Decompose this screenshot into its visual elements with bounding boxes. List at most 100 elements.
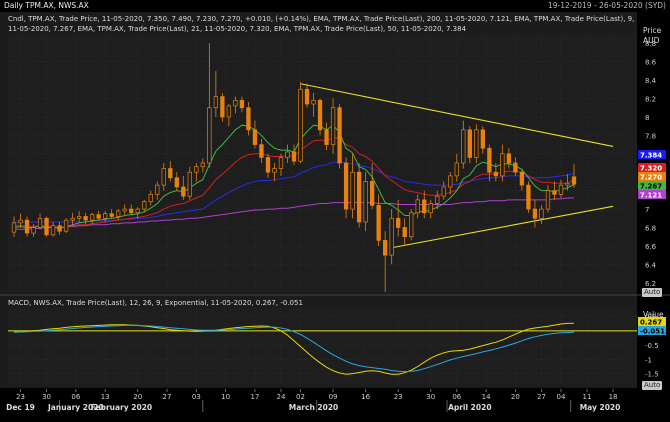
candle-body bbox=[168, 168, 173, 179]
x-tick-label: 18 bbox=[609, 393, 618, 401]
candle-body bbox=[337, 107, 342, 164]
macd-axis-title: Value bbox=[643, 310, 664, 319]
price-value-tag-text: 7.320 bbox=[640, 165, 662, 173]
candle-body bbox=[103, 213, 108, 219]
candle-body bbox=[181, 186, 186, 197]
price-value-tag-text: 7.384 bbox=[640, 152, 662, 160]
candle-body bbox=[44, 217, 49, 236]
candle-body bbox=[213, 96, 219, 109]
candle-body bbox=[428, 203, 433, 214]
candle-body bbox=[142, 201, 147, 210]
candle-body bbox=[76, 216, 82, 219]
candle-body bbox=[272, 168, 277, 173]
candle-body bbox=[552, 190, 557, 195]
candle-body bbox=[116, 210, 121, 217]
x-tick-label: 09 bbox=[329, 393, 338, 401]
price-auto-scale-button[interactable]: Auto bbox=[642, 288, 663, 297]
candle-body bbox=[291, 151, 297, 162]
candle-body bbox=[174, 177, 179, 188]
x-tick-label: 24 bbox=[277, 393, 286, 401]
candle-body bbox=[31, 227, 36, 234]
candle-body bbox=[448, 175, 453, 188]
date-range: 19-12-2019 - 26-05-2020 (SYD) bbox=[547, 1, 666, 10]
candle-body bbox=[194, 166, 199, 173]
month-label: May 2020 bbox=[580, 403, 621, 412]
x-tick-label: 27 bbox=[163, 393, 172, 401]
candle-body bbox=[454, 162, 459, 177]
candle-body bbox=[246, 107, 251, 131]
candle-body bbox=[298, 88, 303, 162]
candle-body bbox=[96, 214, 101, 219]
candle-body bbox=[324, 129, 329, 145]
price-tick-label: 7 bbox=[645, 206, 649, 214]
candle-body bbox=[50, 225, 56, 236]
candle-body bbox=[343, 162, 349, 210]
candle-body bbox=[265, 157, 271, 173]
candle-body bbox=[356, 171, 362, 223]
candle-body bbox=[233, 99, 238, 107]
month-label: Dec 19 bbox=[6, 403, 35, 412]
candle-body bbox=[259, 144, 264, 158]
price-tick-label: 6.6 bbox=[645, 243, 657, 251]
candle-body bbox=[565, 182, 570, 186]
x-axis-strip bbox=[0, 388, 670, 422]
price-value-tag bbox=[638, 190, 666, 199]
price-axis-title: Price bbox=[643, 26, 662, 35]
macd-panel-bg bbox=[8, 308, 637, 385]
price-value-tag bbox=[638, 163, 666, 172]
candle-body bbox=[545, 190, 551, 210]
candle-body bbox=[500, 153, 505, 177]
x-tick-label: 20 bbox=[133, 393, 142, 401]
candle-body bbox=[83, 216, 88, 221]
x-tick-label: 23 bbox=[394, 393, 403, 401]
candle-body bbox=[278, 157, 284, 169]
price-tick-label: 8.8 bbox=[645, 40, 656, 48]
candle-body bbox=[369, 181, 375, 206]
price-value-tag-text: 7.270 bbox=[640, 174, 662, 182]
x-tick-label: 17 bbox=[250, 393, 259, 401]
x-tick-label: 16 bbox=[361, 393, 370, 401]
x-tick-label: 11 bbox=[583, 393, 592, 401]
candle-body bbox=[122, 208, 127, 212]
candle-body bbox=[441, 186, 446, 197]
candle-body bbox=[187, 171, 192, 197]
trendline bbox=[300, 83, 614, 147]
candle-body bbox=[350, 171, 355, 210]
candle-body bbox=[422, 199, 427, 214]
trendline bbox=[391, 205, 614, 249]
signal-line bbox=[14, 324, 575, 373]
month-label: March 2020 bbox=[289, 403, 339, 412]
candle-body bbox=[317, 99, 323, 131]
macd-auto-scale-button[interactable]: Auto bbox=[642, 381, 663, 390]
candle-body bbox=[480, 129, 485, 149]
price-panel-bg bbox=[8, 34, 637, 292]
candle-body bbox=[376, 205, 381, 241]
x-tick-label: 06 bbox=[452, 393, 461, 401]
candle-body bbox=[200, 162, 205, 168]
macd-line bbox=[13, 322, 575, 375]
x-tick-label: 03 bbox=[192, 393, 201, 401]
macd-tick-label: -0.5 bbox=[645, 342, 659, 350]
x-tick-label: 04 bbox=[557, 393, 566, 401]
candle-body bbox=[24, 219, 30, 234]
candle-body bbox=[467, 129, 472, 158]
candle-body bbox=[409, 212, 414, 238]
candle-body bbox=[363, 181, 368, 223]
candle-body bbox=[70, 217, 75, 221]
macd-legend: MACD, NWS.AX, Trade Price(Last), 12, 26,… bbox=[8, 299, 303, 307]
chart-title: Daily TPM.AX, NWS.AX bbox=[4, 1, 89, 10]
candle-body bbox=[311, 99, 316, 105]
candle-body bbox=[148, 193, 153, 203]
candle-body bbox=[57, 225, 62, 232]
candle-body bbox=[532, 208, 538, 219]
candle-body bbox=[109, 213, 114, 217]
price-tick-label: 6.8 bbox=[645, 225, 656, 233]
candle-body bbox=[571, 176, 577, 185]
candle-body bbox=[487, 147, 492, 173]
price-axis-unit: AUD bbox=[643, 36, 660, 45]
candle-body bbox=[558, 184, 564, 195]
price-value-tag bbox=[638, 150, 666, 159]
x-tick-label: 27 bbox=[537, 393, 546, 401]
